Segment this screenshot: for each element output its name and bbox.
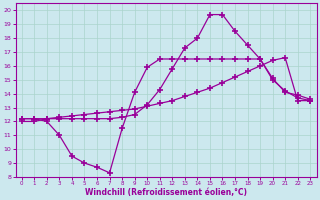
X-axis label: Windchill (Refroidissement éolien,°C): Windchill (Refroidissement éolien,°C)	[85, 188, 247, 197]
